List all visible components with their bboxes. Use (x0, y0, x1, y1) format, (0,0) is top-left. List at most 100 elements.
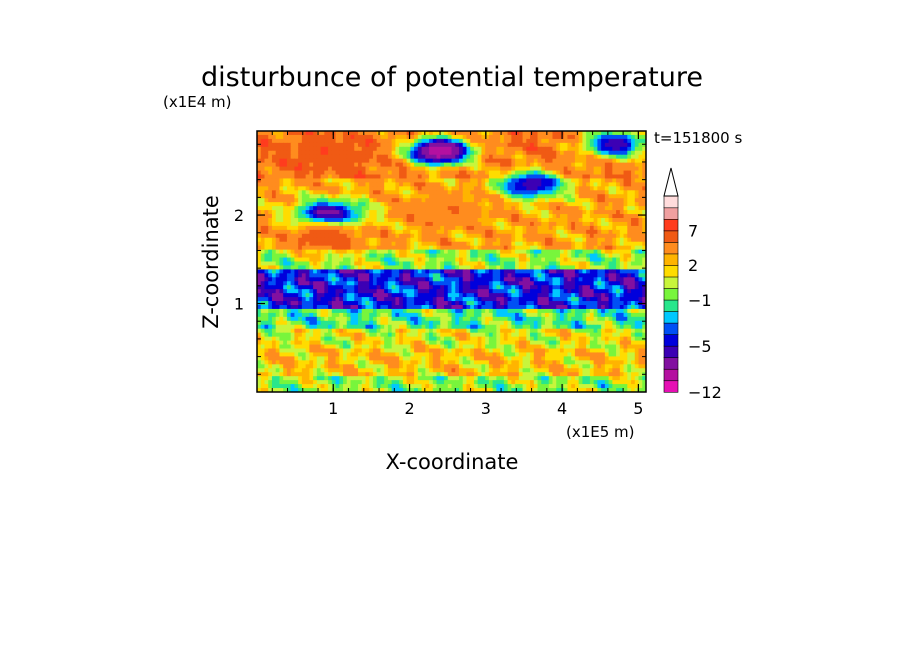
heatmap-cell (290, 241, 295, 247)
heatmap-cell (616, 293, 621, 298)
heatmap-cell (515, 225, 520, 231)
heatmap-cell (298, 198, 303, 203)
heatmap-cell (541, 218, 546, 223)
heatmap-cell (503, 257, 509, 263)
heatmap-cell (634, 277, 640, 282)
heatmap-cell (294, 308, 299, 314)
heatmap-cell (574, 166, 580, 172)
heatmap-cell (387, 146, 393, 152)
heatmap-cell (283, 194, 288, 199)
heatmap-cell (320, 202, 325, 207)
heatmap-cell (515, 293, 520, 298)
heatmap-cell (597, 221, 602, 227)
heatmap-cell (384, 178, 389, 183)
heatmap-cell (294, 301, 299, 306)
heatmap-cell (597, 190, 602, 195)
heatmap-cell (264, 241, 269, 247)
heatmap-row (257, 265, 646, 270)
heatmap-cell (436, 241, 441, 247)
heatmap-cell (507, 154, 512, 160)
heatmap-cell (515, 138, 520, 144)
heatmap-cell (503, 162, 509, 168)
heatmap-cell (343, 154, 348, 160)
heatmap-cell (556, 241, 561, 247)
heatmap-cell (399, 289, 404, 294)
heatmap-cell (586, 190, 591, 195)
heatmap-cell (365, 253, 370, 259)
heatmap-cell (436, 277, 441, 282)
heatmap-cell (421, 221, 426, 227)
heatmap-cell (354, 186, 359, 191)
heatmap-cell (582, 178, 587, 183)
heatmap-cell (563, 285, 569, 290)
heatmap-cell (260, 158, 266, 164)
heatmap-cell (462, 289, 468, 294)
heatmap-cell (556, 221, 561, 227)
heatmap-cell (429, 194, 434, 199)
heatmap-cell (369, 225, 374, 231)
heatmap-cell (376, 229, 382, 235)
heatmap-cell (601, 131, 606, 136)
heatmap-cell (391, 166, 396, 172)
heatmap-cell (260, 305, 266, 310)
heatmap-cell (286, 210, 292, 215)
heatmap-cell (294, 273, 299, 278)
heatmap-cell (608, 221, 613, 227)
heatmap-cell (515, 265, 520, 270)
heatmap-cell (451, 146, 456, 152)
heatmap-cell (361, 158, 367, 164)
heatmap-cell (601, 289, 606, 294)
heatmap-cell (316, 237, 322, 243)
heatmap-cell (264, 316, 269, 322)
heatmap-cell (436, 285, 441, 290)
heatmap-cell (429, 146, 434, 152)
heatmap-cell (522, 285, 527, 290)
heatmap-cell (316, 218, 322, 223)
heatmap-cell (537, 150, 542, 156)
heatmap-cell (518, 194, 524, 199)
heatmap-cell (593, 229, 598, 235)
heatmap-cell (406, 202, 411, 207)
heatmap-cell (522, 281, 527, 286)
heatmap-cell (324, 241, 329, 247)
heatmap-cell (589, 142, 595, 148)
heatmap-cell (376, 293, 382, 298)
heatmap-cell (417, 289, 423, 294)
heatmap-cell (298, 269, 303, 274)
heatmap-cell (283, 210, 288, 215)
heatmap-cell (496, 158, 501, 164)
heatmap-cell (530, 214, 535, 219)
heatmap-cell (552, 257, 557, 263)
heatmap-cell (425, 214, 430, 219)
heatmap-cell (545, 293, 550, 298)
heatmap-cell (357, 261, 363, 267)
heatmap-cell (545, 249, 550, 255)
heatmap-cell (432, 305, 438, 310)
heatmap-cell (473, 261, 479, 267)
heatmap-cell (305, 293, 310, 298)
heatmap-cell (406, 233, 411, 239)
heatmap-cell (313, 131, 318, 136)
heatmap-cell (537, 253, 542, 259)
heatmap-cell (470, 206, 475, 211)
heatmap-cell (301, 245, 307, 251)
heatmap-cell (589, 162, 595, 168)
heatmap-cell (425, 312, 430, 318)
heatmap-cell (268, 289, 273, 294)
heatmap-cell (616, 158, 621, 164)
heatmap-cell (324, 249, 329, 255)
heatmap-cell (279, 229, 284, 235)
heatmap-cell (395, 277, 400, 282)
heatmap-cell (511, 261, 516, 267)
heatmap-cell (283, 316, 288, 322)
heatmap-cell (301, 142, 307, 148)
heatmap-cell (537, 194, 542, 199)
heatmap-cell (354, 301, 359, 306)
heatmap-cell (324, 131, 329, 136)
heatmap-cell (309, 190, 314, 195)
heatmap-cell (559, 305, 565, 310)
heatmap-row (257, 218, 646, 223)
heatmap-cell (578, 245, 584, 251)
heatmap-cell (466, 206, 471, 211)
heatmap-cell (563, 273, 569, 278)
